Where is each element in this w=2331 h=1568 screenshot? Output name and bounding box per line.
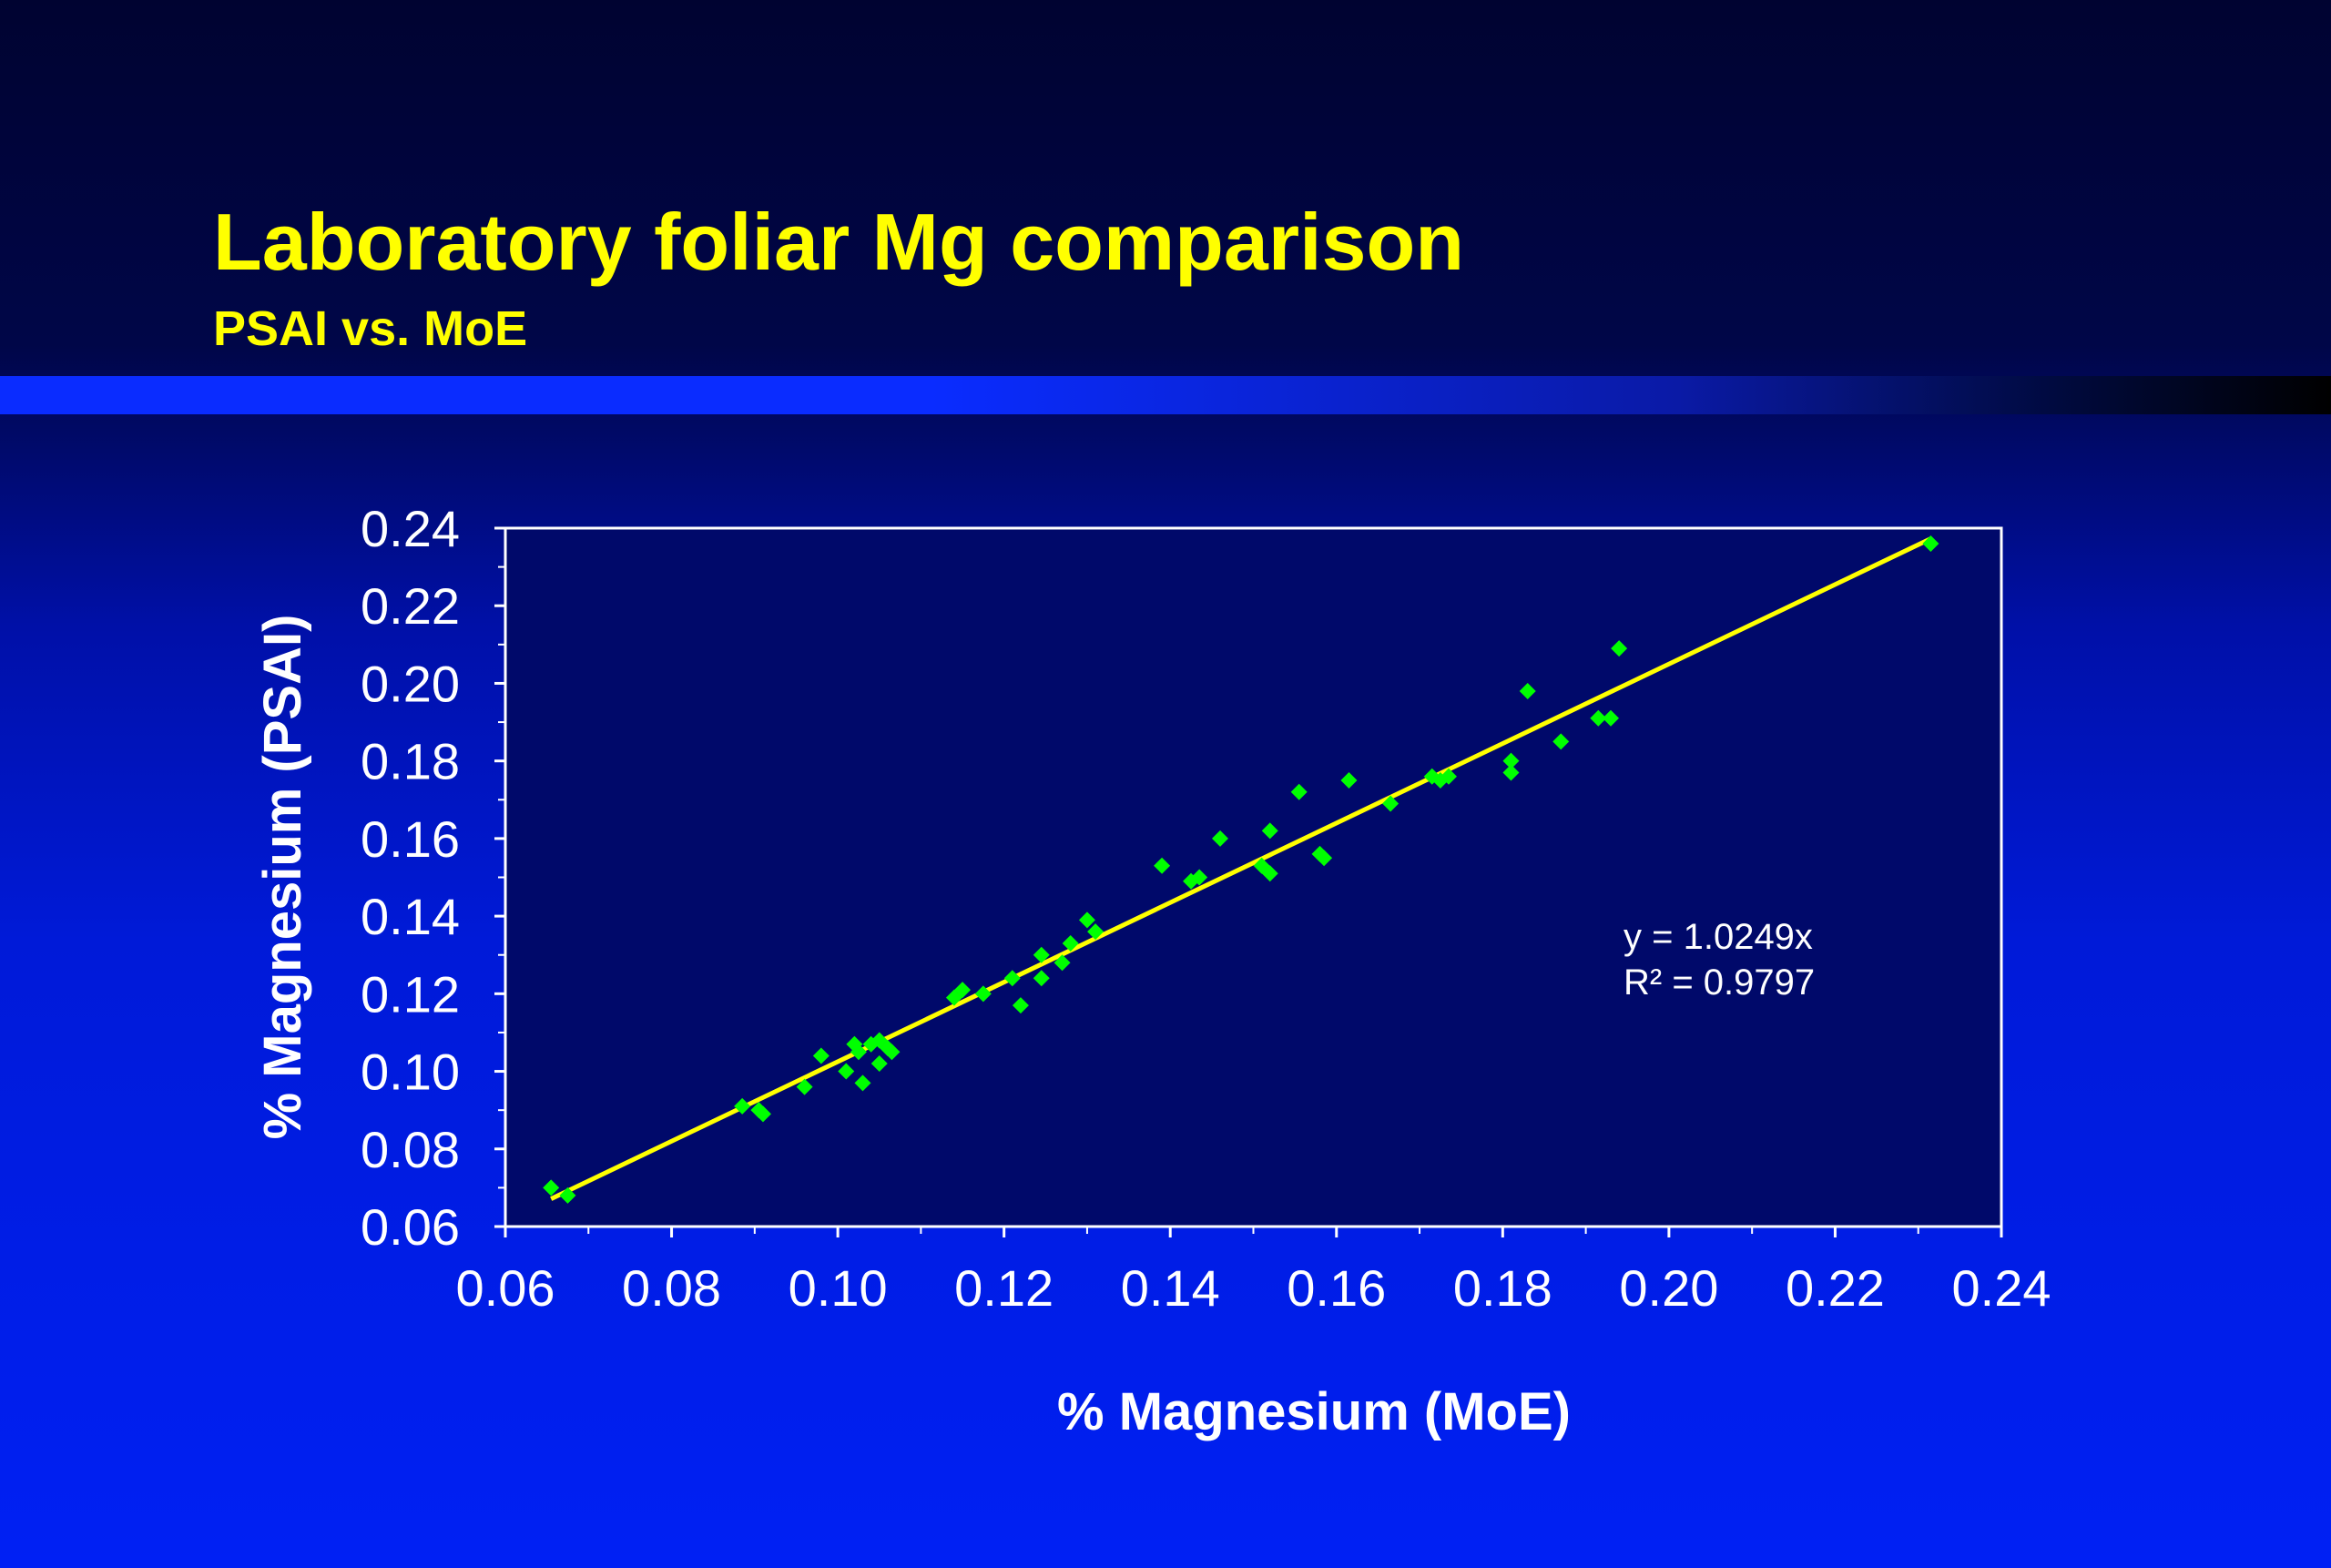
- axes: 0.06 0.08 0.10 0.12 0.14 0.16 0.18 0.20 0.22 0.24…: [361, 500, 2051, 1317]
- data-point: [559, 1186, 576, 1204]
- data-point: [1087, 923, 1104, 941]
- y-axis-title: % Magnesium (PSAI): [253, 615, 312, 1140]
- data-point: [1154, 857, 1171, 874]
- trendline-layer: [550, 536, 1932, 1201]
- y-tick-label: 0.08: [361, 1121, 460, 1178]
- data-point: [734, 1097, 751, 1115]
- x-tick-label: 0.18: [1453, 1259, 1552, 1317]
- data-point: [812, 1047, 830, 1064]
- data-point: [1502, 752, 1520, 769]
- data-point: [1062, 934, 1079, 952]
- data-point: [1440, 768, 1458, 785]
- data-point: [754, 1105, 771, 1123]
- slide-subtitle: PSAI vs. MoE: [213, 301, 528, 356]
- x-tick-label: 0.08: [622, 1259, 721, 1317]
- data-point: [1261, 865, 1278, 882]
- data-point: [1316, 850, 1333, 867]
- data-point: [543, 1179, 560, 1196]
- data-point: [1054, 954, 1071, 972]
- data-point: [850, 1044, 867, 1061]
- data-point: [1261, 822, 1278, 840]
- y-tick-label: 0.24: [361, 500, 460, 557]
- plot-area: [504, 526, 2003, 1228]
- trendline: [550, 536, 1932, 1201]
- data-point: [1211, 830, 1228, 847]
- y-tick-label: 0.10: [361, 1044, 460, 1101]
- y-tick-label: 0.12: [361, 965, 460, 1023]
- data-point: [1012, 997, 1029, 1014]
- data-point: [1552, 733, 1570, 750]
- data-points: [543, 535, 1939, 1204]
- data-point: [1519, 682, 1536, 699]
- data-point: [1922, 535, 1939, 553]
- data-point: [1502, 764, 1520, 781]
- data-point: [1003, 970, 1021, 987]
- data-point: [870, 1055, 888, 1073]
- data-point: [1033, 970, 1050, 987]
- y-tick-label: 0.22: [361, 577, 460, 635]
- y-tick-label: 0.20: [361, 655, 460, 712]
- data-point: [1078, 911, 1095, 929]
- x-tick-label: 0.22: [1786, 1259, 1885, 1317]
- data-point: [974, 985, 992, 1003]
- data-point: [954, 982, 972, 999]
- data-point: [854, 1074, 871, 1092]
- y-tick-label: 0.16: [361, 810, 460, 868]
- y-tick-label: 0.18: [361, 733, 460, 790]
- x-tick-label: 0.16: [1287, 1259, 1386, 1317]
- x-tick-label: 0.12: [954, 1259, 1054, 1317]
- data-point: [1033, 946, 1050, 963]
- trendline-r-squared: R² = 0.9797: [1624, 962, 1815, 1003]
- data-point: [1602, 709, 1619, 727]
- x-tick-label: 0.24: [1952, 1259, 2051, 1317]
- x-axis-title: % Magnesium (MoE): [1057, 1382, 1571, 1441]
- data-point: [1340, 771, 1358, 789]
- accent-bar: [0, 376, 2331, 414]
- y-tick-label: 0.14: [361, 888, 460, 945]
- x-tick-label: 0.06: [456, 1259, 555, 1317]
- x-tick-label: 0.10: [789, 1259, 888, 1317]
- trendline-equation: y = 1.0249x: [1624, 917, 1813, 957]
- data-point: [883, 1044, 901, 1061]
- data-point: [1611, 640, 1628, 657]
- x-tick-label: 0.20: [1619, 1259, 1718, 1317]
- data-point: [1382, 795, 1400, 812]
- y-tick-label: 0.06: [361, 1198, 460, 1256]
- slide-title: Laboratory foliar Mg comparison: [213, 197, 1464, 287]
- data-point: [838, 1063, 855, 1080]
- data-point: [1590, 709, 1607, 727]
- data-point: [796, 1078, 813, 1095]
- data-point: [1191, 869, 1208, 886]
- data-point: [1290, 783, 1308, 800]
- x-tick-label: 0.14: [1121, 1259, 1220, 1317]
